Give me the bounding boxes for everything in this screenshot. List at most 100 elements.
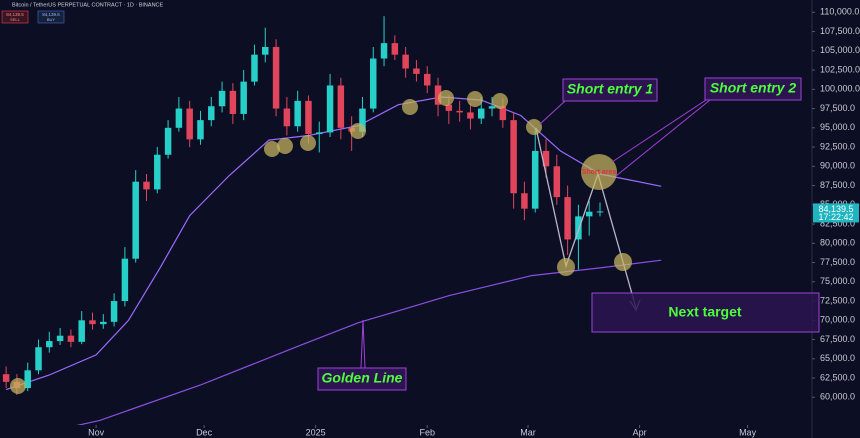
candle-body bbox=[445, 104, 453, 111]
candle-body bbox=[370, 58, 377, 109]
symbol-title: Bitcoin / TetherUS PERPETUAL CONTRACT · … bbox=[12, 2, 164, 8]
y-tick-label: 77,500.0 bbox=[820, 257, 855, 267]
candle-body bbox=[251, 54, 258, 82]
candle-body bbox=[143, 181, 150, 190]
sell-label: SELL bbox=[10, 17, 21, 22]
x-tick-label: May bbox=[739, 427, 757, 437]
plot-area bbox=[2, 16, 662, 425]
candle-body bbox=[272, 46, 280, 109]
y-tick-label: 62,500.0 bbox=[820, 372, 855, 382]
y-tick-label: 102,500.0 bbox=[820, 64, 860, 74]
candle-body bbox=[35, 347, 42, 371]
candle-body bbox=[24, 370, 31, 389]
candle-body bbox=[413, 68, 420, 74]
candle-body bbox=[456, 110, 463, 113]
candle-body bbox=[434, 85, 442, 105]
candle-body bbox=[164, 127, 172, 155]
candle-body bbox=[337, 85, 345, 128]
candle-body bbox=[218, 90, 226, 107]
price-tag: 84,139.517:22:42 bbox=[813, 203, 859, 223]
candle-body bbox=[283, 108, 291, 127]
candle-body bbox=[359, 108, 366, 132]
candle-body bbox=[110, 301, 118, 322]
candle-body bbox=[477, 108, 485, 119]
y-tick-label: 70,000.0 bbox=[820, 315, 855, 325]
candle-body bbox=[521, 193, 528, 209]
buy-price: 84,139.6 bbox=[42, 12, 60, 17]
golden-line-box bbox=[317, 367, 407, 391]
y-tick-label: 87,500.0 bbox=[820, 180, 855, 190]
y-tick-label: 90,000.0 bbox=[820, 161, 855, 171]
candle-body bbox=[305, 100, 312, 134]
y-tick-label: 65,000.0 bbox=[820, 353, 855, 363]
next-target-box bbox=[591, 292, 820, 333]
x-tick-label: Feb bbox=[419, 427, 435, 437]
y-tick-label: 60,000.0 bbox=[820, 392, 855, 402]
last-price: 84,139.5 bbox=[818, 204, 853, 214]
callout-lines bbox=[360, 99, 711, 369]
candle-body bbox=[510, 120, 517, 194]
y-tick-label: 92,500.0 bbox=[820, 141, 855, 151]
candle-body bbox=[316, 132, 323, 134]
candle-body bbox=[575, 216, 582, 240]
y-tick-label: 75,000.0 bbox=[820, 276, 855, 286]
y-tick-label: 100,000.0 bbox=[820, 84, 860, 94]
candle-body bbox=[78, 320, 85, 342]
y-tick-label: 67,500.0 bbox=[820, 334, 855, 344]
moving-average bbox=[76, 259, 662, 425]
y-tick-label: 105,000.0 bbox=[820, 45, 860, 55]
candle-body bbox=[2, 374, 10, 382]
candle-body bbox=[262, 46, 269, 55]
x-tick-label: Nov bbox=[88, 427, 105, 437]
sell-button[interactable] bbox=[1, 10, 29, 24]
countdown: 17:22:42 bbox=[818, 212, 853, 222]
y-tick-label: 110,000.0 bbox=[820, 7, 859, 17]
short-entry-1: Short entry 1 bbox=[567, 81, 654, 97]
candle-body bbox=[326, 85, 334, 133]
candle-body bbox=[229, 90, 237, 114]
y-tick-label: 107,500.0 bbox=[820, 26, 860, 36]
candle-body bbox=[380, 43, 388, 59]
buy-label: BUY bbox=[47, 17, 56, 22]
candle-body bbox=[89, 320, 96, 325]
y-tick-label: 80,000.0 bbox=[820, 238, 855, 248]
buy-button[interactable] bbox=[37, 10, 65, 24]
x-tick-label: 2025 bbox=[306, 427, 326, 437]
short-entry-1-box bbox=[562, 78, 658, 102]
candle-body bbox=[391, 43, 399, 55]
short-entry-2: Short entry 2 bbox=[710, 80, 797, 96]
candle-body bbox=[542, 150, 550, 167]
candle-body bbox=[596, 211, 604, 213]
candle-body bbox=[208, 106, 215, 121]
y-tick-label: 82,500.0 bbox=[820, 218, 855, 228]
candle-body bbox=[294, 100, 301, 127]
candle-body bbox=[186, 108, 193, 140]
candle-body bbox=[531, 150, 539, 209]
x-tick-label: Apr bbox=[633, 427, 647, 437]
last-price-box bbox=[813, 203, 859, 223]
x-tick-label: Mar bbox=[520, 427, 536, 437]
y-tick-label: 95,000.0 bbox=[820, 122, 855, 132]
candle-body bbox=[132, 181, 139, 259]
y-tick-label: 97,500.0 bbox=[820, 103, 855, 113]
candle-body bbox=[402, 54, 409, 69]
candle-body bbox=[467, 112, 474, 119]
golden-line-label: Golden Line bbox=[322, 370, 403, 386]
candle-body bbox=[154, 154, 161, 190]
candle-body bbox=[553, 166, 561, 198]
candle-body bbox=[488, 106, 496, 109]
candle-body bbox=[423, 73, 431, 86]
candle-body bbox=[56, 335, 64, 342]
candle-body bbox=[585, 211, 593, 217]
candle-body bbox=[175, 108, 183, 128]
highlight-circles bbox=[10, 90, 632, 394]
sell-price: 84,139.5 bbox=[6, 12, 24, 17]
candle-body bbox=[121, 258, 129, 302]
candle-body bbox=[499, 106, 507, 121]
candle-body bbox=[67, 335, 75, 342]
candle-body bbox=[197, 120, 204, 140]
candle-body bbox=[100, 321, 107, 325]
next-target: Next target bbox=[668, 304, 741, 320]
